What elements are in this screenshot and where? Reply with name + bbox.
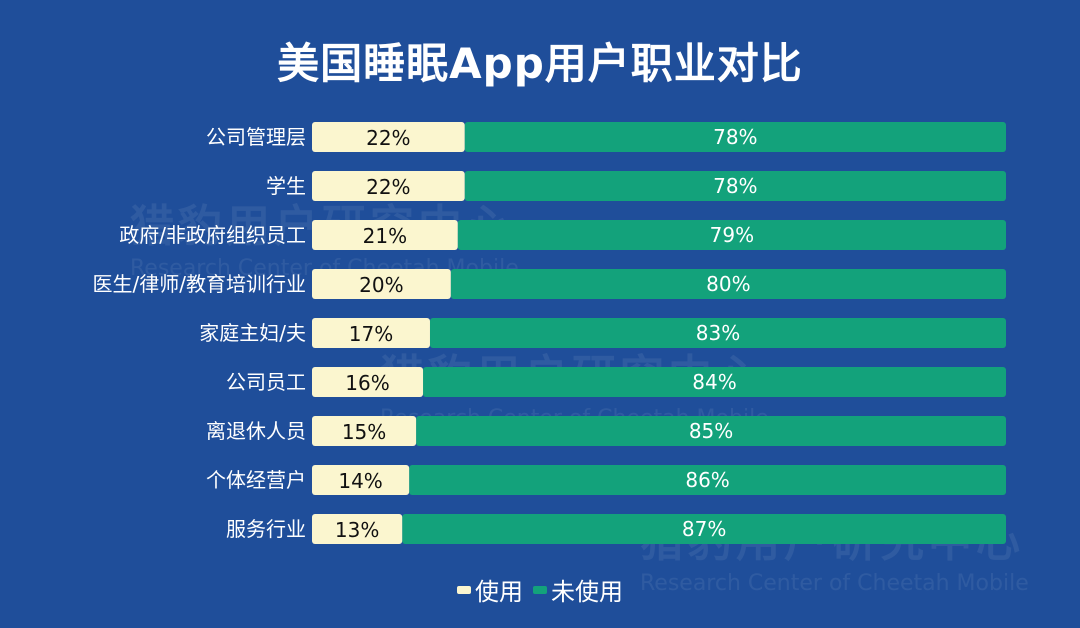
category-label: 公司管理层	[206, 125, 306, 149]
data-label-unused: 83%	[696, 321, 740, 345]
data-label-unused: 84%	[692, 370, 736, 394]
legend-label-unused: 未使用	[551, 578, 623, 606]
data-label-used: 21%	[363, 224, 407, 248]
category-label: 医生/律师/教育培训行业	[93, 272, 306, 296]
category-label: 家庭主妇/夫	[199, 321, 306, 345]
bar-used	[312, 318, 430, 348]
data-label-used: 13%	[335, 518, 379, 542]
data-label-unused: 87%	[682, 517, 726, 541]
category-label: 个体经营户	[206, 468, 306, 492]
data-label-unused: 78%	[713, 174, 757, 198]
data-label-used: 22%	[366, 175, 410, 199]
bar-used	[312, 416, 417, 446]
category-label: 学生	[266, 174, 306, 198]
chart-title: 美国睡眠App用户职业对比	[277, 39, 803, 88]
bar-unused	[409, 465, 1006, 495]
bar-unused	[464, 171, 1006, 201]
data-label-used: 17%	[349, 322, 393, 346]
bar-used	[312, 465, 410, 495]
bar-unused	[464, 122, 1006, 152]
data-label-unused: 78%	[713, 125, 757, 149]
data-label-used: 14%	[338, 469, 382, 493]
category-label: 服务行业	[226, 517, 306, 541]
data-label-unused: 79%	[710, 223, 754, 247]
bar-unused	[429, 318, 1007, 348]
data-label-used: 15%	[342, 420, 386, 444]
bar-used	[312, 171, 465, 201]
legend-item-used: 使用	[457, 572, 523, 607]
bar-used	[312, 367, 424, 397]
bar-unused	[416, 416, 1007, 446]
category-label: 政府/非政府组织员工	[119, 223, 306, 247]
legend-swatch-used	[457, 585, 471, 594]
bar-unused	[402, 514, 1007, 544]
bar-used	[312, 220, 458, 250]
data-label-unused: 86%	[685, 468, 729, 492]
data-label-unused: 85%	[689, 419, 733, 443]
bar-unused	[457, 220, 1006, 250]
legend-item-unused: 未使用	[533, 572, 623, 607]
legend-swatch-unused	[533, 585, 547, 594]
legend-label-used: 使用	[475, 578, 523, 606]
bar-used	[312, 514, 403, 544]
bar-used	[312, 122, 465, 152]
bar-unused	[423, 367, 1006, 397]
chart-legend: 使用 未使用	[0, 572, 1080, 607]
bar-used	[312, 269, 451, 299]
data-label-used: 20%	[359, 273, 403, 297]
category-label: 公司员工	[226, 370, 306, 394]
data-label-used: 16%	[345, 371, 389, 395]
data-label-unused: 80%	[706, 272, 750, 296]
category-label: 离退休人员	[206, 419, 306, 443]
data-label-used: 22%	[366, 126, 410, 150]
bar-unused	[450, 269, 1006, 299]
